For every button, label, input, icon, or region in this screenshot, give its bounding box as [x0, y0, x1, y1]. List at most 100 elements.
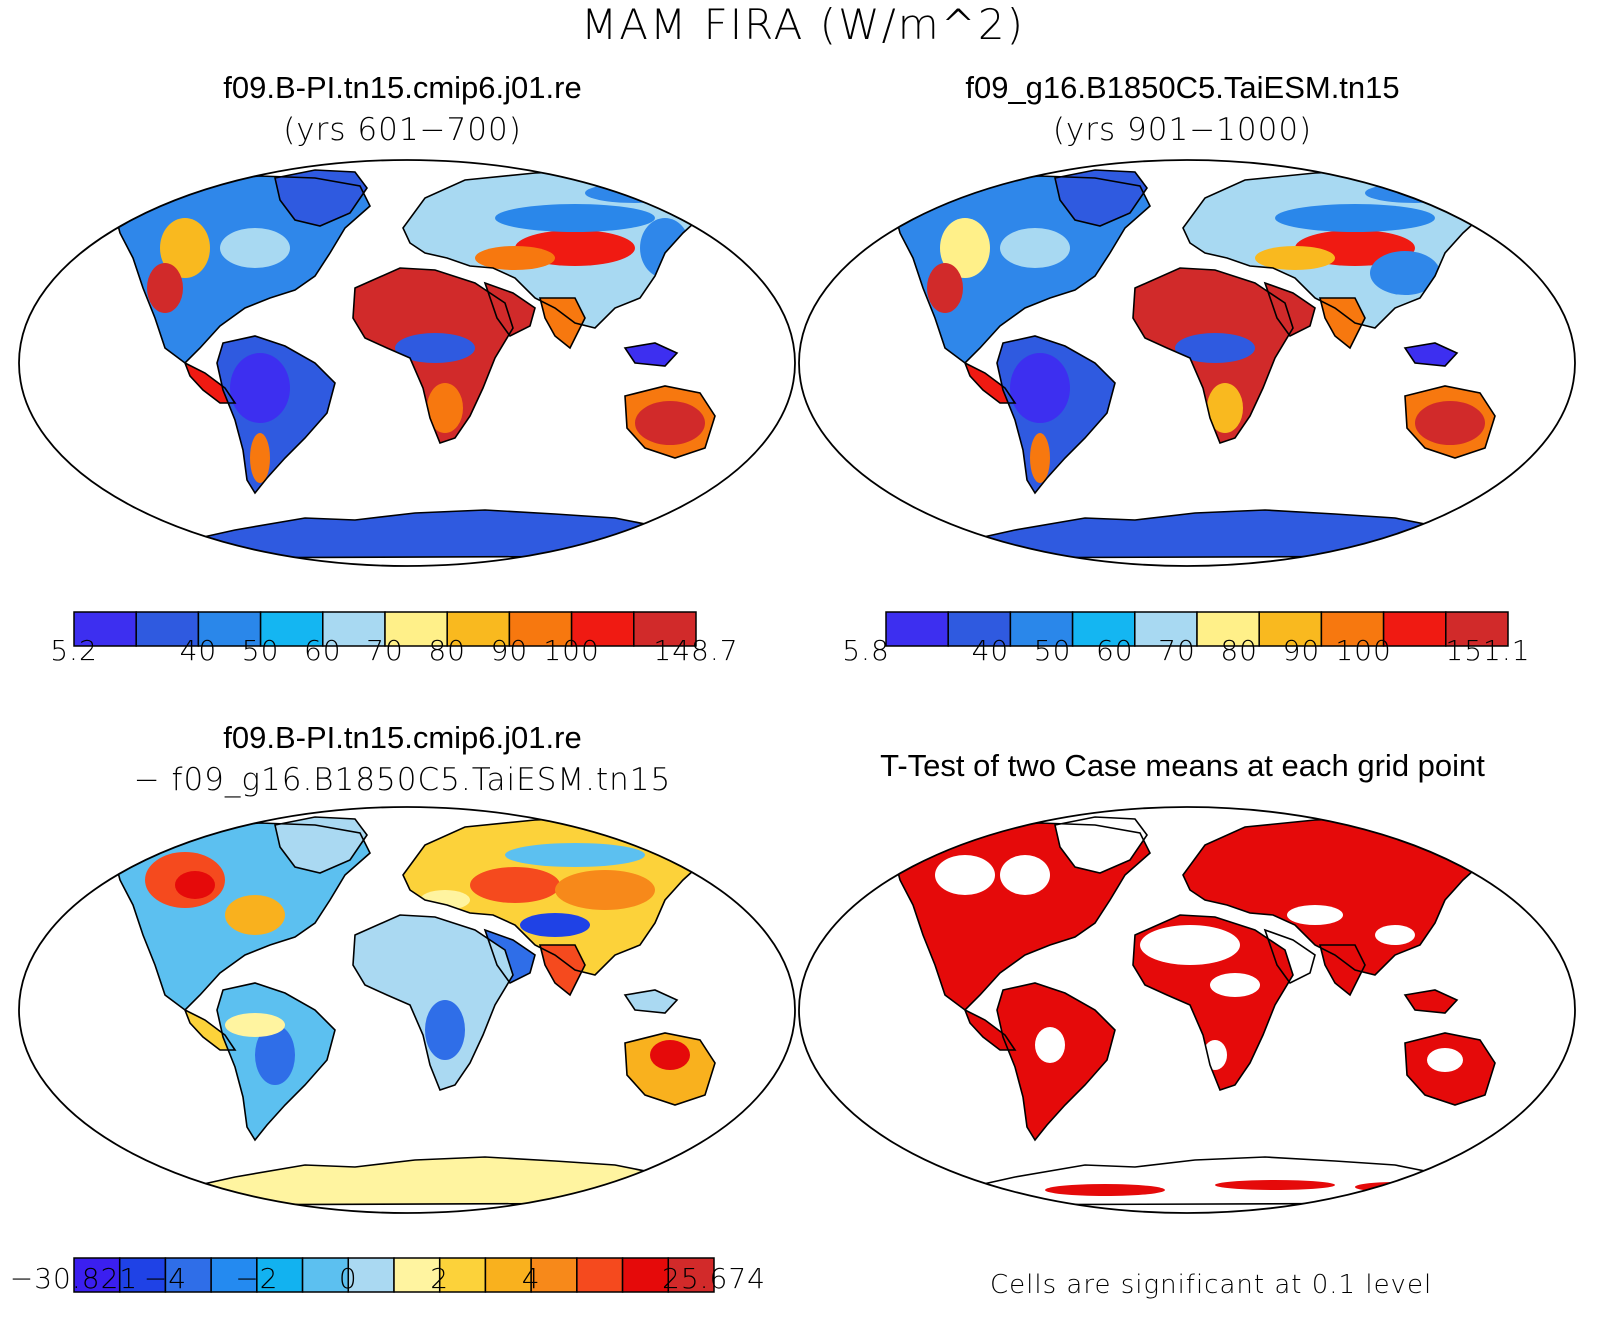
coastline-indonesia: [1403, 342, 1459, 367]
field-patch: [1375, 925, 1415, 945]
landmass-india: [1320, 945, 1365, 995]
landmass-indonesia: [625, 990, 677, 1013]
colorbar-tick-label: 60: [1095, 634, 1134, 667]
panel2-subtitle: (yrs 901−1000): [1052, 112, 1313, 148]
colorbar-tick-label: −4: [143, 1262, 188, 1295]
field-patch: [475, 246, 555, 270]
landmass-indonesia: [1405, 990, 1457, 1013]
coastline-northAmerica: [112, 822, 371, 1012]
colorbar-swatch: [1071, 611, 1136, 647]
colorbar-tick-label: 25.674: [662, 1262, 766, 1295]
map-panel-1: [18, 159, 796, 567]
colorbar-1: [73, 611, 697, 647]
colorbar-tick-label: 50: [241, 634, 280, 667]
coastline-africa: [1132, 267, 1294, 444]
field-patch: [935, 855, 995, 895]
coastline-india: [1318, 297, 1366, 350]
colorbar-tick-label: 100: [543, 634, 600, 667]
colorbar-swatch: [1445, 611, 1509, 647]
landmass-indonesia: [1405, 343, 1457, 366]
landmass-arabia: [1265, 283, 1315, 336]
field-patch: [147, 263, 183, 313]
field-patch: [1010, 353, 1070, 423]
colorbar-swatch: [633, 611, 697, 647]
field-patch: [1000, 228, 1070, 268]
landmass-greenland: [275, 170, 367, 226]
landmass-europeAsia: [1183, 817, 1495, 975]
coastline-southAmerica: [996, 982, 1116, 1142]
map-border: [798, 806, 1576, 1214]
colorbar-tick-label: 5.8: [842, 634, 890, 667]
colorbar-swatch: [197, 611, 262, 647]
coastline-arabia: [483, 281, 536, 338]
colorbar-tick-label: 90: [490, 634, 529, 667]
colorbar-swatch: [885, 611, 949, 647]
coastline-india: [1318, 944, 1366, 997]
field-patch: [927, 263, 963, 313]
panel3-subtitle: − f09_g16.B1850C5.TaiESM.tn15: [133, 762, 672, 798]
coastline-northAmerica: [892, 822, 1151, 1012]
landmass-greenland: [1055, 170, 1147, 226]
coastline-arabia: [1263, 928, 1316, 985]
landmass-centralAmerica: [185, 363, 235, 403]
panel4-title: T-Test of two Case means at each grid po…: [880, 748, 1485, 783]
colorbar-swatch: [446, 611, 511, 647]
coastline-australia: [624, 1032, 716, 1106]
coastline-arabia: [1263, 281, 1316, 338]
colorbar-swatch: [508, 611, 573, 647]
coastline-indonesia: [1403, 989, 1459, 1014]
map-panel-2: [798, 159, 1576, 567]
map-border: [798, 159, 1576, 567]
map-border: [18, 159, 796, 567]
colorbar-tick-label: 60: [303, 634, 342, 667]
map-panel-4: [798, 806, 1576, 1214]
field-patch: [940, 218, 990, 278]
colorbar-swatch: [947, 611, 1012, 647]
coastline-indonesia: [623, 989, 679, 1014]
landmass-india: [540, 945, 585, 995]
colorbar-tick-label: 90: [1282, 634, 1321, 667]
field-patch: [225, 1013, 285, 1037]
field-patch: [250, 433, 270, 483]
field-patch: [1207, 383, 1243, 433]
coastline-australia: [1404, 385, 1496, 459]
colorbar-tick-label: 148.7: [653, 634, 739, 667]
field-patch: [1255, 246, 1335, 270]
field-patch: [1215, 1180, 1335, 1190]
field-patch: [225, 895, 285, 935]
landmass-greenland: [275, 817, 367, 873]
landmass-southAmerica: [997, 983, 1115, 1140]
colorbar-swatch: [438, 1257, 487, 1293]
field-patch: [470, 867, 560, 903]
field-patch: [1140, 925, 1240, 965]
panel1-subtitle: (yrs 601−700): [283, 112, 522, 148]
coastline-greenland: [274, 169, 368, 227]
field-patch: [175, 871, 215, 899]
coastline-australia: [1404, 1032, 1496, 1106]
field-patch: [427, 383, 463, 433]
colorbar-tick-label: 4: [521, 1262, 541, 1295]
colorbar-tick-label: 5.2: [50, 634, 98, 667]
colorbar-swatch: [570, 611, 635, 647]
coastline-australia: [624, 385, 716, 459]
colorbar-tick-label: 2: [430, 1262, 450, 1295]
colorbar-tick-label: 50: [1033, 634, 1072, 667]
coastline-greenland: [1054, 816, 1148, 874]
field-patch: [1287, 905, 1343, 925]
panel1-title: f09.B-PI.tn15.cmip6.j01.re: [223, 70, 582, 105]
colorbar-swatch: [135, 611, 200, 647]
figure-title: MAM FIRA (W/m^2): [581, 0, 1025, 49]
colorbar-swatch: [1382, 611, 1447, 647]
panel2-title: f09_g16.B1850C5.TaiESM.tn15: [965, 70, 1400, 105]
map-border: [18, 806, 796, 1214]
colorbar-tick-label: 80: [1220, 634, 1259, 667]
colorbar-tick-label: −2: [235, 1262, 279, 1295]
field-patch: [1030, 433, 1050, 483]
field-patch: [505, 843, 645, 867]
field-patch: [1000, 855, 1050, 895]
landmass-greenland: [1055, 817, 1147, 873]
map-panel-3: [18, 806, 796, 1214]
panel3-title: f09.B-PI.tn15.cmip6.j01.re: [223, 720, 582, 755]
colorbar-swatch: [393, 1257, 441, 1293]
field-patch: [160, 218, 210, 278]
